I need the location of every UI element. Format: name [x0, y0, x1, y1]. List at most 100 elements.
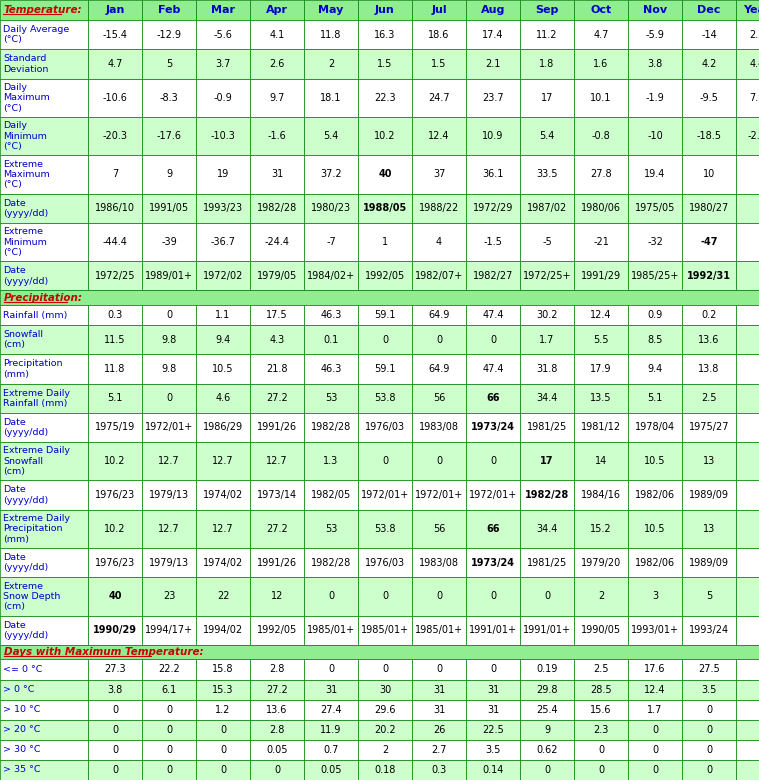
Bar	[250, 509, 304, 548]
Bar	[250, 325, 304, 354]
Bar	[88, 354, 142, 384]
Bar	[0, 615, 88, 645]
Text: 10.1: 10.1	[591, 93, 612, 103]
Text: 11.8: 11.8	[104, 364, 126, 374]
Text: 1992/31: 1992/31	[687, 271, 731, 281]
Bar	[628, 659, 682, 679]
Bar	[142, 193, 196, 223]
Bar	[142, 413, 196, 442]
Bar	[412, 509, 466, 548]
Bar	[358, 384, 412, 413]
Text: 1991/01+: 1991/01+	[523, 626, 571, 635]
Text: 1987/02: 1987/02	[527, 204, 567, 213]
Text: 31: 31	[325, 685, 337, 694]
Bar	[628, 720, 682, 739]
Text: 1993/23: 1993/23	[203, 204, 243, 213]
Bar	[304, 223, 358, 261]
Text: 12.4: 12.4	[591, 310, 612, 320]
Bar	[0, 354, 88, 384]
Text: 0: 0	[436, 335, 442, 345]
Bar	[196, 193, 250, 223]
Bar	[88, 155, 142, 193]
Bar	[88, 305, 142, 325]
Text: Daily Average
(°C): Daily Average (°C)	[3, 25, 69, 44]
Text: 3.8: 3.8	[647, 59, 663, 69]
Bar	[196, 155, 250, 193]
Bar	[304, 700, 358, 720]
Bar	[628, 384, 682, 413]
Bar	[682, 193, 736, 223]
Text: 11.2: 11.2	[537, 30, 558, 40]
Text: 0: 0	[382, 591, 388, 601]
Text: 4.6: 4.6	[216, 393, 231, 403]
Bar	[628, 577, 682, 615]
Text: 1985/01+: 1985/01+	[361, 626, 409, 635]
Bar	[0, 577, 88, 615]
Bar	[412, 325, 466, 354]
Text: Precipitation
(mm): Precipitation (mm)	[3, 360, 62, 379]
Bar	[628, 354, 682, 384]
Text: 0: 0	[490, 456, 496, 466]
Text: 47.4: 47.4	[482, 364, 504, 374]
Bar	[736, 509, 759, 548]
Bar	[736, 659, 759, 679]
Text: 1990/29: 1990/29	[93, 626, 137, 635]
Bar	[0, 509, 88, 548]
Text: 31: 31	[433, 704, 445, 714]
Bar	[250, 615, 304, 645]
Text: 13.8: 13.8	[698, 364, 720, 374]
Text: 5.4: 5.4	[540, 131, 555, 141]
Text: 24.7: 24.7	[428, 93, 450, 103]
Text: 1979/13: 1979/13	[149, 490, 189, 500]
Text: 27.3: 27.3	[104, 665, 126, 675]
Text: 4: 4	[436, 237, 442, 247]
Bar	[250, 679, 304, 700]
Text: 15.2: 15.2	[591, 524, 612, 534]
Bar	[358, 49, 412, 79]
Bar	[574, 117, 628, 155]
Bar	[412, 305, 466, 325]
Bar	[628, 117, 682, 155]
Bar	[88, 659, 142, 679]
Bar	[0, 645, 759, 659]
Text: 30.2: 30.2	[537, 310, 558, 320]
Bar	[574, 442, 628, 480]
Text: 34.4: 34.4	[537, 393, 558, 403]
Text: -10: -10	[647, 131, 663, 141]
Text: 2.7: 2.7	[431, 745, 447, 755]
Text: 12.7: 12.7	[158, 456, 180, 466]
Bar	[412, 354, 466, 384]
Bar	[736, 548, 759, 577]
Bar	[358, 442, 412, 480]
Text: 1990/05: 1990/05	[581, 626, 621, 635]
Bar	[466, 442, 520, 480]
Text: 0: 0	[382, 456, 388, 466]
Text: -47: -47	[701, 237, 718, 247]
Bar	[358, 223, 412, 261]
Bar	[142, 117, 196, 155]
Text: 1978/04: 1978/04	[635, 423, 675, 432]
Bar	[574, 155, 628, 193]
Bar	[466, 20, 520, 49]
Text: 37.2: 37.2	[320, 169, 342, 179]
Bar	[250, 739, 304, 760]
Text: 0.19: 0.19	[537, 665, 558, 675]
Text: 1972/25+: 1972/25+	[523, 271, 572, 281]
Text: 0: 0	[166, 765, 172, 775]
Text: 4.7: 4.7	[107, 59, 123, 69]
Bar	[628, 679, 682, 700]
Text: -7: -7	[326, 237, 336, 247]
Text: 59.1: 59.1	[374, 310, 395, 320]
Bar	[0, 679, 88, 700]
Text: 1981/25: 1981/25	[527, 558, 567, 568]
Bar	[520, 193, 574, 223]
Text: 16.3: 16.3	[374, 30, 395, 40]
Bar	[628, 79, 682, 117]
Text: 7.9: 7.9	[749, 93, 759, 103]
Bar	[412, 659, 466, 679]
Text: 22: 22	[217, 591, 229, 601]
Text: 1981/25: 1981/25	[527, 423, 567, 432]
Bar	[142, 79, 196, 117]
Text: 0: 0	[166, 704, 172, 714]
Text: 4.7: 4.7	[594, 30, 609, 40]
